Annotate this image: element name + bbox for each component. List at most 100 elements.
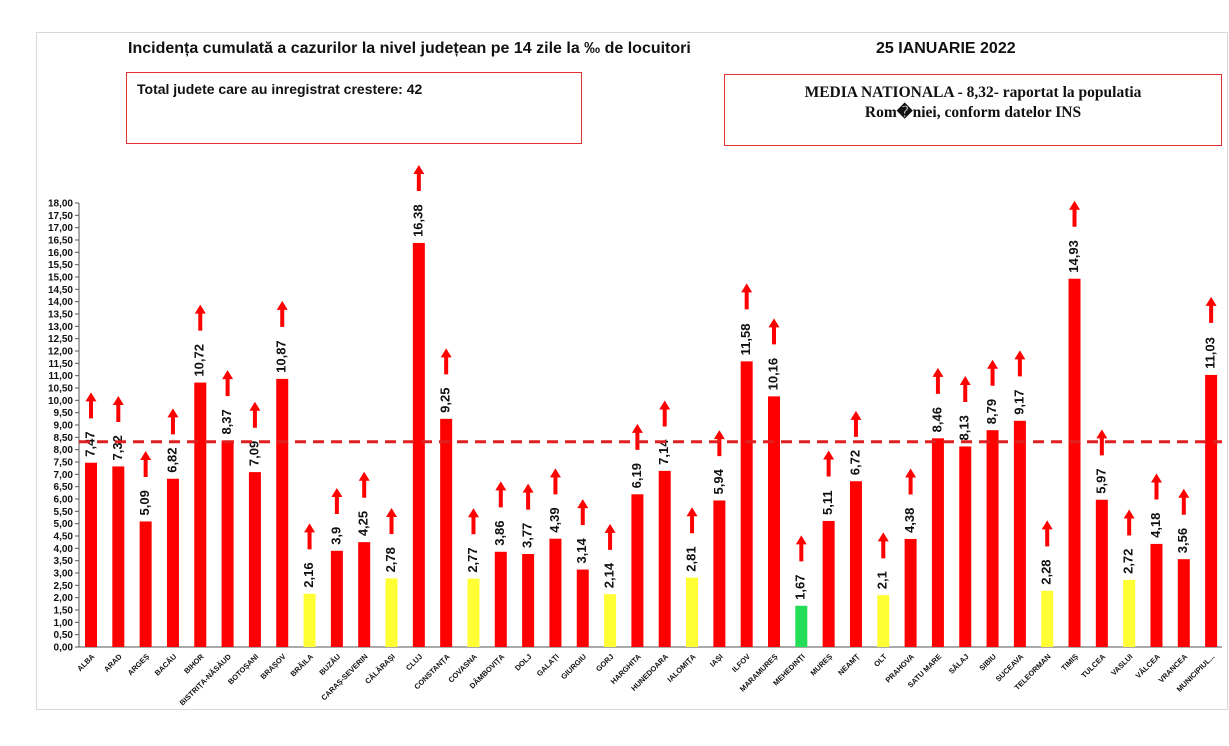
trend-up-arrow-icon bbox=[1096, 429, 1108, 456]
bar bbox=[631, 494, 644, 647]
national-average-line2: Rom�niei, conform datelor INS bbox=[864, 104, 1082, 121]
bar bbox=[931, 438, 944, 647]
y-tick-label: 3,00 bbox=[54, 569, 74, 580]
trend-up-arrow-icon bbox=[495, 481, 507, 508]
trend-up-arrow-icon bbox=[686, 507, 698, 534]
trend-up-arrow-icon bbox=[413, 164, 425, 191]
data-label: 3,14 bbox=[574, 537, 589, 563]
x-tick-label: TIMIȘ bbox=[1059, 652, 1080, 673]
x-tick-label: SĂLAJ bbox=[947, 652, 971, 676]
x-tick-label: DOLJ bbox=[513, 652, 534, 673]
data-label: 2,16 bbox=[301, 562, 316, 587]
x-tick-label: GIURGIU bbox=[559, 652, 588, 681]
bar bbox=[1068, 278, 1081, 647]
y-tick-label: 5,50 bbox=[54, 507, 74, 518]
y-tick-label: 12,50 bbox=[48, 334, 73, 345]
trend-up-arrow-icon bbox=[631, 423, 643, 450]
bar bbox=[112, 466, 125, 647]
bar bbox=[494, 551, 507, 647]
data-label: 7,47 bbox=[82, 431, 97, 456]
data-label: 8,79 bbox=[984, 399, 999, 424]
y-tick-label: 9,00 bbox=[54, 421, 74, 432]
bar bbox=[1013, 420, 1026, 647]
bar bbox=[768, 396, 780, 647]
bar bbox=[713, 500, 726, 647]
report-date: 25 IANUARIE 2022 bbox=[876, 40, 1016, 57]
y-tick-label: 8,00 bbox=[54, 445, 74, 456]
trend-up-arrow-icon bbox=[140, 451, 152, 478]
y-tick-label: 3,50 bbox=[54, 556, 74, 567]
trend-up-arrow-icon bbox=[1205, 296, 1217, 323]
bar bbox=[822, 520, 835, 647]
bar bbox=[658, 470, 671, 647]
data-label: 7,09 bbox=[246, 441, 261, 466]
bar bbox=[412, 242, 425, 647]
y-tick-label: 14,00 bbox=[48, 297, 73, 308]
trend-up-arrow-icon bbox=[522, 483, 534, 510]
data-label: 4,25 bbox=[356, 511, 371, 536]
trend-up-arrow-icon bbox=[659, 400, 671, 427]
trend-up-arrow-icon bbox=[795, 535, 807, 562]
bar bbox=[740, 361, 753, 647]
data-label: 8,13 bbox=[957, 415, 972, 440]
data-label: 2,72 bbox=[1121, 549, 1136, 574]
x-tick-label: BRĂILA bbox=[289, 652, 316, 679]
bar bbox=[194, 382, 207, 647]
y-tick-label: 17,50 bbox=[48, 211, 73, 222]
bar bbox=[1150, 543, 1163, 647]
bar bbox=[440, 418, 453, 647]
trend-up-arrow-icon bbox=[358, 471, 370, 498]
bar bbox=[522, 554, 535, 647]
trend-up-arrow-icon bbox=[823, 450, 835, 477]
trend-up-arrow-icon bbox=[1150, 473, 1162, 500]
x-tick-label: BACĂU bbox=[153, 652, 179, 678]
x-tick-label: GALAȚI bbox=[535, 652, 561, 678]
y-tick-label: 7,00 bbox=[54, 470, 74, 481]
bar bbox=[221, 440, 234, 647]
chart-title: Incidența cumulată a cazurilor la nivel … bbox=[128, 40, 691, 57]
y-tick-label: 12,00 bbox=[48, 347, 73, 358]
data-label: 14,93 bbox=[1066, 240, 1081, 273]
data-label: 7,14 bbox=[656, 439, 671, 465]
data-label: 9,25 bbox=[438, 388, 453, 413]
y-tick-label: 1,00 bbox=[54, 618, 74, 629]
data-label: 5,94 bbox=[711, 468, 726, 494]
data-label: 10,72 bbox=[192, 344, 207, 377]
x-tick-label: BRAȘOV bbox=[259, 652, 288, 681]
bar bbox=[986, 430, 999, 647]
y-tick-label: 6,50 bbox=[54, 482, 74, 493]
trend-up-arrow-icon bbox=[467, 508, 479, 535]
data-label: 4,39 bbox=[547, 507, 562, 532]
y-tick-label: 13,50 bbox=[48, 310, 73, 321]
y-tick-label: 15,00 bbox=[48, 273, 73, 284]
y-tick-label: 0,00 bbox=[54, 643, 74, 654]
data-label: 2,78 bbox=[383, 547, 398, 572]
data-label: 5,97 bbox=[1093, 468, 1108, 493]
y-tick-label: 13,00 bbox=[48, 322, 73, 333]
x-tick-label: NEAMȚ bbox=[836, 652, 862, 678]
y-tick-label: 16,00 bbox=[48, 248, 73, 259]
bar bbox=[795, 605, 808, 647]
x-tick-label: BIHOR bbox=[182, 652, 206, 676]
data-label: 8,37 bbox=[219, 409, 234, 434]
total-counties-text: Total judete care au inregistrat crester… bbox=[137, 81, 423, 97]
bar bbox=[904, 538, 917, 647]
trend-up-arrow-icon bbox=[1014, 350, 1026, 377]
x-tick-label: BISTRIȚA-NĂSĂUD bbox=[178, 652, 234, 708]
data-label: 11,58 bbox=[738, 324, 753, 356]
y-tick-label: 17,00 bbox=[48, 223, 73, 234]
x-tick-label: OLT bbox=[872, 652, 889, 669]
trend-up-arrow-icon bbox=[304, 523, 316, 550]
y-tick-label: 10,00 bbox=[48, 396, 73, 407]
y-tick-label: 11,00 bbox=[49, 371, 74, 382]
y-tick-label: 1,50 bbox=[54, 606, 74, 617]
trend-up-arrow-icon bbox=[167, 408, 179, 435]
data-label: 6,72 bbox=[847, 450, 862, 475]
y-tick-label: 10,50 bbox=[48, 384, 73, 395]
trend-up-arrow-icon bbox=[549, 468, 561, 495]
trend-up-arrow-icon bbox=[577, 499, 589, 526]
trend-up-arrow-icon bbox=[1069, 200, 1081, 227]
y-tick-label: 2,00 bbox=[54, 593, 74, 604]
bar bbox=[358, 542, 371, 647]
y-tick-label: 2,50 bbox=[54, 581, 74, 592]
